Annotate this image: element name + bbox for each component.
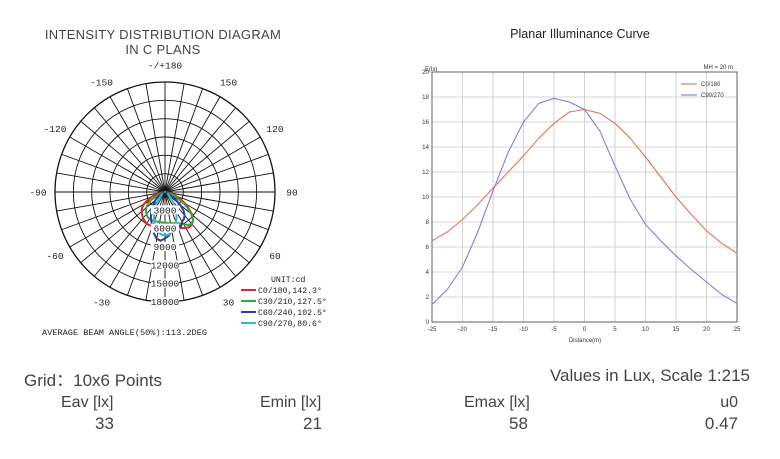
planar-xlabel: Distance(m) <box>569 338 601 344</box>
planar-xtick: -10 <box>519 326 529 333</box>
planar-legend-label: C90/270 <box>701 93 724 99</box>
polar-angle-label: 60 <box>269 251 281 262</box>
planar-ytick: 8 <box>426 219 430 226</box>
planar-ytick: 18 <box>422 94 429 101</box>
polar-angle-label: -120 <box>44 124 67 135</box>
polar-ring-label: 15000 <box>151 279 180 290</box>
emax-value: 58 <box>509 414 528 434</box>
planar-xtick: 15 <box>673 326 680 333</box>
u0-value: 0.47 <box>705 414 738 434</box>
planar-ytick: 2 <box>426 294 430 301</box>
planar-illuminance-chart: Planar Illuminance Curve E(lx) MH = 20 m… <box>415 20 770 350</box>
statistics-strip: Grid：10x6 Points Values in Lux, Scale 1:… <box>0 350 780 459</box>
planar-ytick: 0 <box>426 319 430 326</box>
polar-angle-label: -/+180 <box>148 61 183 72</box>
polar-title-line-2: IN C PLANS <box>125 42 200 57</box>
planar-xtick: 10 <box>642 326 649 333</box>
polar-angle-label: 30 <box>223 297 235 308</box>
polar-angle-label: 120 <box>266 124 283 135</box>
polar-angle-label: -150 <box>90 78 113 89</box>
planar-ytick: 6 <box>426 244 430 251</box>
planar-ytick: 12 <box>422 169 429 176</box>
polar-angle-label: -30 <box>93 297 110 308</box>
planar-ytick: 4 <box>426 269 430 276</box>
planar-xtick: 25 <box>734 326 741 333</box>
planar-xtick: 5 <box>613 326 617 333</box>
polar-title-line-1: INTENSITY DISTRIBUTION DIAGRAM <box>45 27 281 42</box>
planar-title: Planar Illuminance Curve <box>510 27 650 41</box>
planar-ytick: 10 <box>422 194 429 201</box>
polar-legend: C0/180,142.3°C30/210,127.5°C60/240,102.5… <box>241 286 327 329</box>
polar-footer: AVERAGE BEAM ANGLE(50%):113.2DEG <box>42 328 207 338</box>
polar-ring-label: 3000 <box>154 205 177 216</box>
polar-ring-label: 18000 <box>151 297 180 308</box>
emin-value: 21 <box>303 414 322 434</box>
emax-label: Emax [lx] <box>464 394 530 412</box>
emin-label: Emin [lx] <box>260 394 321 412</box>
polar-legend-label: C0/180,142.3° <box>258 286 322 296</box>
intensity-distribution-panel: INTENSITY DISTRIBUTION DIAGRAM IN C PLAN… <box>0 0 340 350</box>
scale-text: Values in Lux, Scale 1:215 <box>550 366 750 386</box>
grid-text: Grid：10x6 Points <box>24 366 162 391</box>
polar-angle-label: -60 <box>46 251 63 262</box>
planar-xtick: -20 <box>458 326 468 333</box>
planar-xtick: -15 <box>489 326 499 333</box>
planar-annotation: MH = 20 m <box>703 65 733 71</box>
polar-legend-label: C30/210,127.5° <box>258 297 327 307</box>
planar-legend-label: C0/180 <box>701 82 721 88</box>
polar-unit-label: UNIT:cd <box>271 275 305 285</box>
planar-xtick: 20 <box>703 326 710 333</box>
polar-ring-label: 9000 <box>154 242 177 253</box>
planar-ytick: 14 <box>422 144 429 151</box>
polar-ring-label: 6000 <box>154 224 177 235</box>
planar-ytick: 16 <box>422 119 429 126</box>
polar-angle-label: 150 <box>220 78 237 89</box>
eav-value: 33 <box>95 414 114 434</box>
polar-legend-label: C60/240,102.5° <box>258 308 327 318</box>
planar-xtick: -5 <box>551 326 557 333</box>
planar-xtick: -25 <box>428 326 438 333</box>
u0-label: u0 <box>720 394 738 412</box>
polar-legend-label: C90/270,80.6° <box>258 319 322 329</box>
polar-center-label: 0 <box>162 188 168 199</box>
polar-ring-label: 12000 <box>151 260 180 271</box>
planar-illuminance-panel: Planar Illuminance Curve E(lx) MH = 20 m… <box>415 20 770 350</box>
planar-ytick: 20 <box>422 69 429 76</box>
planar-xtick: 0 <box>583 326 587 333</box>
polar-angle-label: 90 <box>286 188 298 199</box>
polar-angle-label: -90 <box>29 188 46 199</box>
intensity-distribution-chart: INTENSITY DISTRIBUTION DIAGRAM IN C PLAN… <box>0 0 340 350</box>
eav-label: Eav [lx] <box>61 394 113 412</box>
planar-legend: C0/180 C90/270 <box>681 82 724 99</box>
